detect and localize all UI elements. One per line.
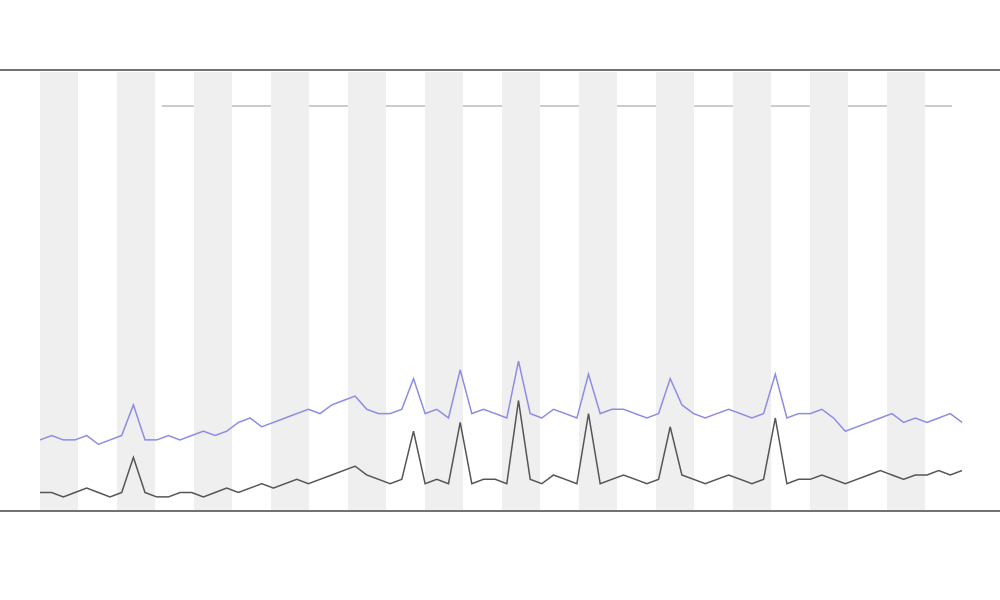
- shade-band: [656, 72, 694, 510]
- shade-band: [348, 72, 386, 510]
- shade-band: [579, 72, 617, 510]
- shade-band: [117, 72, 155, 510]
- plot: [39, 360, 963, 498]
- shade-band: [40, 72, 78, 510]
- bands: [40, 72, 925, 510]
- shade-band: [271, 72, 309, 510]
- shade-band: [502, 72, 540, 510]
- shade-band: [194, 72, 232, 510]
- series-line: [40, 400, 963, 498]
- shade-band: [810, 72, 848, 510]
- shade-band: [733, 72, 771, 510]
- series-line: [39, 360, 963, 446]
- shade-band: [425, 72, 463, 510]
- shade-band: [887, 72, 925, 510]
